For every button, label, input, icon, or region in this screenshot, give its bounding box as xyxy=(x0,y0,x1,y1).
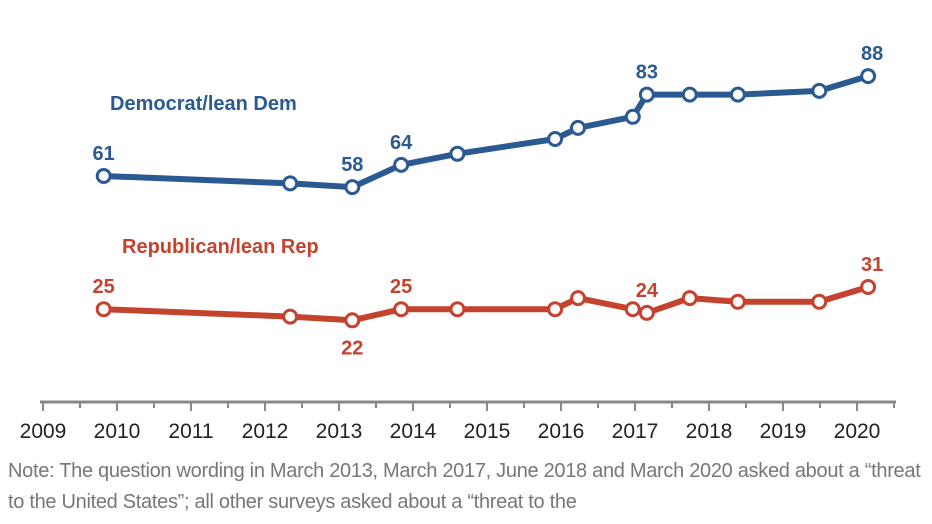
data-point xyxy=(95,168,112,184)
data-point xyxy=(729,86,746,103)
x-tick-label: 2018 xyxy=(686,420,733,443)
data-point xyxy=(547,301,564,318)
x-tick-label: 2010 xyxy=(94,420,141,443)
x-tick-label: 2012 xyxy=(242,420,289,443)
series-democrat: 61 58 64 83 88 Democrat/lean Dem xyxy=(93,43,883,196)
chart-note: Note: The question wording in March 2013… xyxy=(8,460,921,513)
line-chart: 2009 2010 2011 2012 2013 2014 2015 2016 2017 2018… xyxy=(20,43,896,443)
x-tick-label: 2014 xyxy=(390,420,437,443)
data-point xyxy=(570,290,587,307)
data-label: 24 xyxy=(636,280,659,302)
data-label: 22 xyxy=(341,337,363,359)
data-label: 61 xyxy=(93,143,115,165)
x-tick-label: 2015 xyxy=(464,420,511,443)
data-point xyxy=(811,82,828,99)
data-point xyxy=(393,301,410,318)
data-point xyxy=(393,156,410,173)
data-point xyxy=(860,68,877,85)
data-point xyxy=(344,312,361,329)
data-point xyxy=(681,290,698,307)
data-point xyxy=(624,108,641,125)
series-republican: 25 22 25 24 31 Republican/lean Rep xyxy=(93,236,884,359)
data-point xyxy=(449,301,466,318)
data-label: 25 xyxy=(390,276,412,298)
series-line xyxy=(103,284,869,324)
data-label: 64 xyxy=(390,132,413,154)
data-point xyxy=(638,304,655,321)
data-point xyxy=(638,86,655,103)
data-point xyxy=(729,293,746,310)
x-tick-label: 2009 xyxy=(20,420,67,443)
x-tick-label: 2016 xyxy=(538,420,585,443)
data-point xyxy=(547,131,564,147)
data-label: 31 xyxy=(861,254,883,276)
data-point xyxy=(449,145,466,162)
series-name-label: Democrat/lean Dem xyxy=(110,93,297,115)
data-label: 25 xyxy=(93,276,115,298)
data-point xyxy=(681,86,698,103)
data-label: 58 xyxy=(341,154,363,176)
data-point xyxy=(811,293,828,310)
x-tick-label: 2017 xyxy=(612,420,659,443)
data-label: 83 xyxy=(636,62,658,84)
x-tick-label: 2011 xyxy=(168,420,213,443)
data-point xyxy=(282,308,299,325)
x-tick-label: 2019 xyxy=(760,420,807,443)
data-point xyxy=(282,175,299,192)
x-tick-label: 2013 xyxy=(316,420,363,443)
x-tick-label: 2020 xyxy=(834,420,881,443)
data-label: 88 xyxy=(861,43,883,65)
data-point xyxy=(860,279,877,295)
data-point xyxy=(95,301,112,318)
series-name-label: Republican/lean Rep xyxy=(122,236,319,258)
data-point xyxy=(344,179,361,196)
data-point xyxy=(570,119,587,136)
data-point xyxy=(624,301,641,318)
